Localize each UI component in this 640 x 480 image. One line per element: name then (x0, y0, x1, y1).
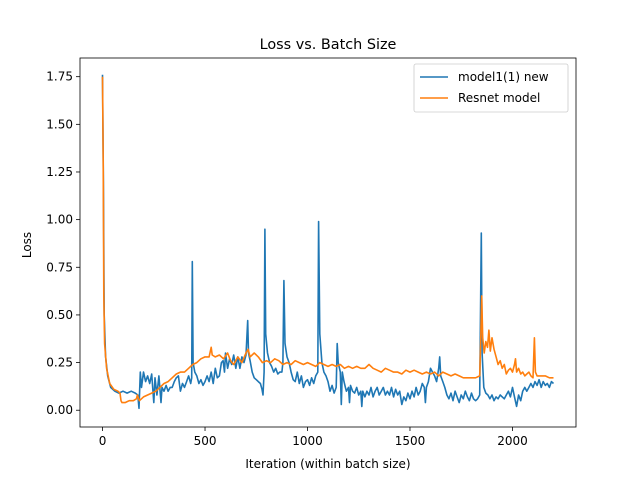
series-layer (101, 74, 555, 410)
y-tick-label: 0.25 (46, 356, 73, 370)
series-line-resnet (101, 76, 554, 404)
y-tick-label: 0.50 (46, 308, 73, 322)
y-tick-label: 0.75 (46, 260, 73, 274)
legend: model1(1) new Resnet model (413, 63, 569, 113)
x-tick-label: 2000 (497, 434, 528, 448)
x-axis-ticks: 0 500 1000 1500 2000 (99, 427, 528, 448)
y-tick-label: 1.75 (46, 70, 73, 84)
legend-box (413, 63, 569, 113)
y-axis-ticks: 0.00 0.25 0.50 0.75 1.00 1.25 1.50 1.75 (46, 70, 80, 417)
x-tick-label: 1500 (395, 434, 426, 448)
y-tick-label: 0.00 (46, 403, 73, 417)
x-axis-label: Iteration (within batch size) (245, 457, 410, 471)
y-tick-label: 1.25 (46, 165, 73, 179)
plot-area (101, 74, 555, 410)
y-axis-label: Loss (20, 232, 34, 258)
legend-label-resnet: Resnet model (458, 91, 540, 105)
legend-label-model1: model1(1) new (458, 70, 549, 84)
x-tick-label: 500 (194, 434, 217, 448)
x-tick-label: 1000 (292, 434, 323, 448)
y-tick-label: 1.00 (46, 213, 73, 227)
series-line-model1 (101, 74, 555, 410)
x-tick-label: 0 (99, 434, 107, 448)
chart-title: Loss vs. Batch Size (260, 37, 397, 53)
y-tick-label: 1.50 (46, 117, 73, 131)
axes-frame (79, 57, 577, 428)
